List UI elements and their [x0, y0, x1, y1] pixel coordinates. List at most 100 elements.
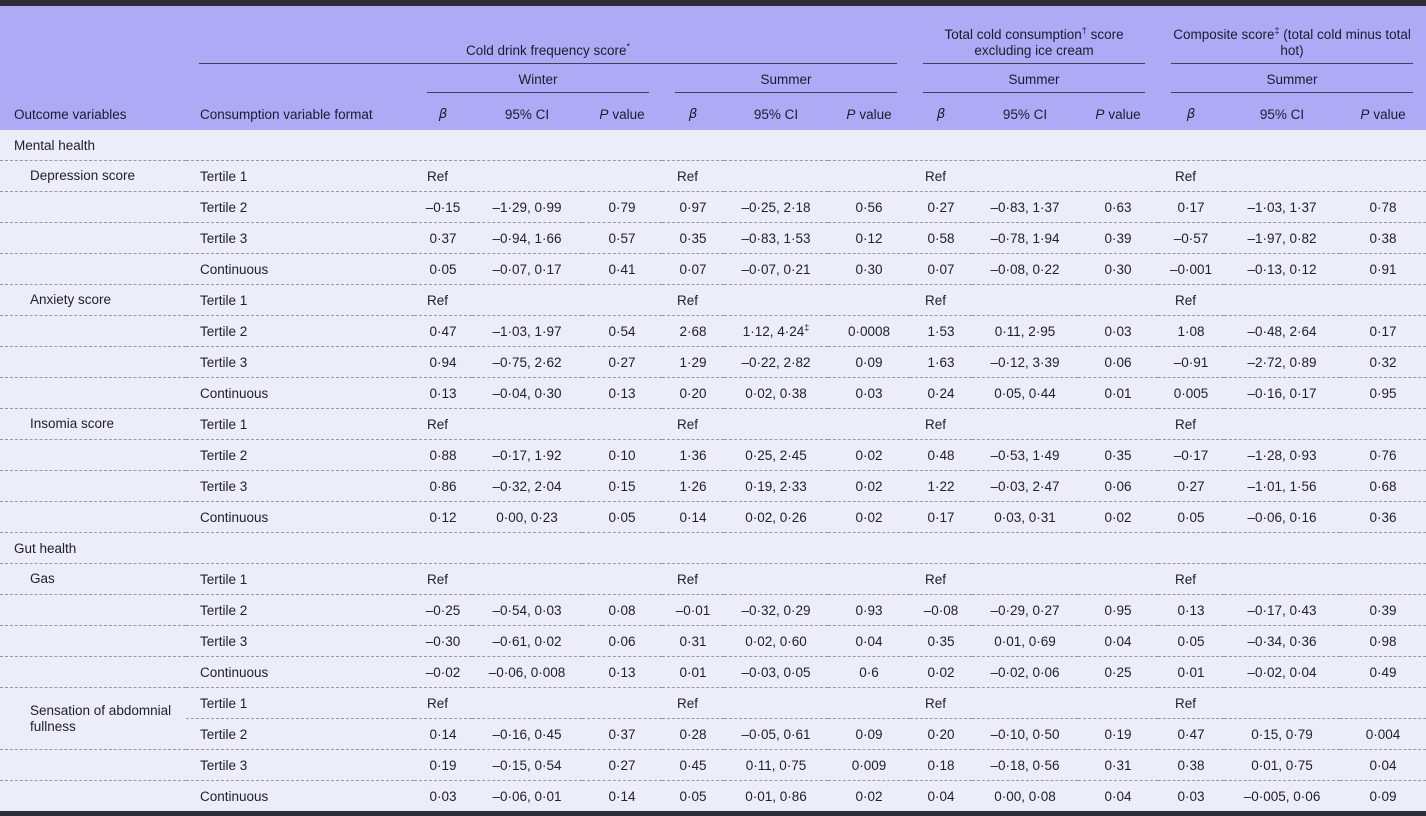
composite-beta-cell: Ref — [1158, 408, 1225, 440]
table-row: Continuous 0·13 –0·04, 0·30 0·13 0·20 0·02, 0… — [0, 377, 1426, 409]
consumption-format-cell: Continuous — [186, 656, 414, 688]
outcome-spacer — [0, 594, 186, 626]
summer-pval-cell — [828, 563, 911, 595]
composite-beta-cell: Ref — [1158, 563, 1225, 595]
consumption-format-cell: Tertile 1 — [186, 408, 414, 440]
group-header-total-cold: Total cold consumption† score excluding … — [910, 6, 1159, 64]
consumption-format-cell: Tertile 1 — [186, 284, 414, 316]
summer-ci-cell — [724, 284, 828, 316]
winter-pval-cell: 0·15 — [582, 470, 662, 502]
winter-pval-cell: 0·14 — [582, 780, 662, 811]
winter-ci-cell: –0·06, 0·008 — [472, 656, 582, 688]
total-pval-cell: 0·31 — [1078, 749, 1159, 781]
winter-beta-cell: 0·14 — [414, 718, 472, 750]
season-header-winter: Winter — [414, 64, 662, 93]
outcome-spacer — [0, 439, 186, 471]
summer-ci-cell: 0·19, 2·33 — [724, 470, 828, 502]
total-ci-cell: –0·02, 0·06 — [972, 656, 1079, 688]
table-row: Tertile 3 0·37 –0·94, 1·66 0·57 0·35 –0·83, 1… — [0, 222, 1426, 254]
composite-ci-cell — [1224, 160, 1341, 192]
total-beta-cell: 0·24 — [910, 377, 973, 409]
composite-beta-cell: –0·001 — [1158, 253, 1225, 285]
total-pval-cell: 0·63 — [1078, 191, 1159, 223]
consumption-format-cell: Continuous — [186, 377, 414, 409]
total-beta-cell: Ref — [910, 687, 973, 719]
total-beta-cell: 0·35 — [910, 625, 973, 657]
winter-ci-cell: –1·03, 1·97 — [472, 315, 582, 347]
winter-ci-cell: –0·61, 0·02 — [472, 625, 582, 657]
winter-ci-cell: 0·00, 0·23 — [472, 501, 582, 533]
summer-pval-cell: 0·12 — [828, 222, 911, 254]
consumption-format-cell: Tertile 3 — [186, 346, 414, 378]
composite-ci-cell: –0·13, 0·12 — [1224, 253, 1341, 285]
total-ci-cell — [972, 284, 1079, 316]
ci-header: 95% CI — [724, 93, 828, 130]
total-pval-cell: 0·06 — [1078, 346, 1159, 378]
total-ci-cell — [972, 160, 1079, 192]
composite-beta-cell: 0·05 — [1158, 501, 1225, 533]
summer-ci-cell: –0·83, 1·53 — [724, 222, 828, 254]
total-pval-cell: 0·02 — [1078, 501, 1159, 533]
outcome-spacer — [0, 656, 186, 688]
composite-beta-cell: 0·38 — [1158, 749, 1225, 781]
total-pval-cell: 0·06 — [1078, 470, 1159, 502]
composite-ci-cell: –0·48, 2·64 — [1224, 315, 1341, 347]
consumption-format-cell: Tertile 3 — [186, 470, 414, 502]
winter-ci-cell: –0·04, 0·30 — [472, 377, 582, 409]
summer-beta-cell: 2·68 — [662, 315, 724, 347]
total-ci-cell — [972, 687, 1079, 719]
winter-pval-cell: 0·27 — [582, 749, 662, 781]
total-beta-cell: 0·02 — [910, 656, 973, 688]
composite-pval-cell: 0·39 — [1340, 594, 1426, 626]
outcome-variables-header: Outcome variables — [0, 6, 186, 130]
total-beta-cell: 1·22 — [910, 470, 973, 502]
consumption-format-cell: Tertile 2 — [186, 718, 414, 750]
outcome-label: Gas — [0, 563, 186, 595]
summer-ci-cell — [724, 408, 828, 440]
composite-pval-cell: 0·49 — [1340, 656, 1426, 688]
total-beta-cell: 0·17 — [910, 501, 973, 533]
summer-pval-cell: 0·02 — [828, 501, 911, 533]
summer-ci-cell: 0·02, 0·26 — [724, 501, 828, 533]
regression-results-table: Outcome variables Cold drink frequency s… — [0, 6, 1426, 811]
winter-ci-cell: –1·29, 0·99 — [472, 191, 582, 223]
winter-pval-cell: 0·57 — [582, 222, 662, 254]
summer-pval-cell: 0·02 — [828, 780, 911, 811]
outcome-spacer — [0, 780, 186, 811]
total-ci-cell: –0·10, 0·50 — [972, 718, 1079, 750]
table-row: Continuous –0·02 –0·06, 0·008 0·13 0·01 –0·03… — [0, 656, 1426, 688]
winter-ci-cell: –0·94, 1·66 — [472, 222, 582, 254]
summer-pval-cell: 0·03 — [828, 377, 911, 409]
table-row: Continuous 0·05 –0·07, 0·17 0·41 0·07 –0·07, … — [0, 253, 1426, 285]
total-beta-cell: Ref — [910, 160, 973, 192]
winter-beta-cell: 0·86 — [414, 470, 472, 502]
composite-beta-cell: Ref — [1158, 160, 1225, 192]
summer-ci-cell: 0·02, 0·60 — [724, 625, 828, 657]
winter-beta-cell: 0·19 — [414, 749, 472, 781]
table-bottom-rule — [0, 811, 1426, 816]
summer-ci-cell: 0·25, 2·45 — [724, 439, 828, 471]
total-ci-cell: 0·00, 0·08 — [972, 780, 1079, 811]
summer-ci-cell — [724, 160, 828, 192]
total-pval-cell — [1078, 408, 1159, 440]
summer-pval-cell: 0·93 — [828, 594, 911, 626]
consumption-format-header: Consumption variable format — [186, 64, 414, 130]
summer-pval-cell: 0·30 — [828, 253, 911, 285]
consumption-format-cell: Tertile 2 — [186, 191, 414, 223]
winter-ci-cell: –0·32, 2·04 — [472, 470, 582, 502]
winter-ci-cell: –0·75, 2·62 — [472, 346, 582, 378]
composite-beta-cell: 0·05 — [1158, 625, 1225, 657]
total-pval-cell — [1078, 563, 1159, 595]
composite-beta-cell: –0·91 — [1158, 346, 1225, 378]
total-beta-cell: 0·58 — [910, 222, 973, 254]
table-row: Depression score Tertile 1 Ref Ref Ref Ref — [0, 160, 1426, 192]
ci-header: 95% CI — [972, 93, 1079, 130]
winter-pval-cell: 0·54 — [582, 315, 662, 347]
summer-pval-cell: 0·6 — [828, 656, 911, 688]
winter-pval-cell: 0·13 — [582, 656, 662, 688]
composite-ci-cell: –0·06, 0·16 — [1224, 501, 1341, 533]
winter-beta-cell: 0·47 — [414, 315, 472, 347]
total-beta-cell: –0·08 — [910, 594, 973, 626]
